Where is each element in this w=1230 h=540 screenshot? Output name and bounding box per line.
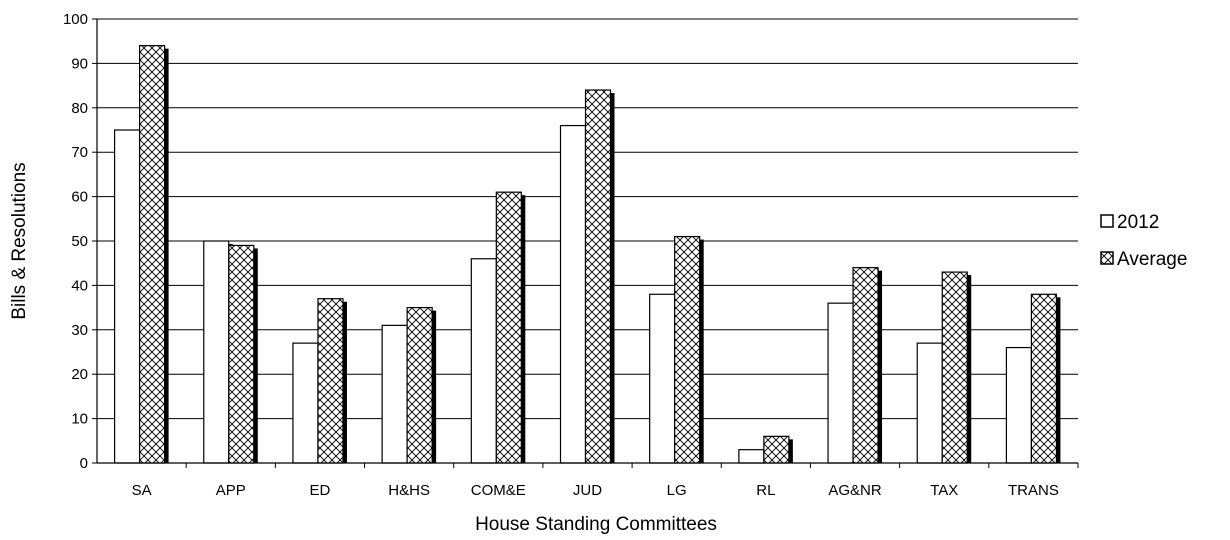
bar-average xyxy=(138,45,166,464)
bar-2012 xyxy=(292,342,319,464)
bar-2012 xyxy=(559,124,587,464)
x-tick-label: H&HS xyxy=(388,482,430,499)
y-tick-label: 100 xyxy=(63,11,88,28)
x-tick-label: LG xyxy=(667,482,687,499)
y-tick-label: 80 xyxy=(71,100,88,117)
bar-average xyxy=(228,244,255,464)
bar-2012 xyxy=(470,258,497,464)
y-tick-label: 60 xyxy=(71,189,88,206)
x-tick-label: AG&NR xyxy=(828,482,882,499)
x-tick-label: TAX xyxy=(930,482,958,499)
y-tick-label: 10 xyxy=(71,411,88,428)
y-tick-label: 70 xyxy=(71,144,88,161)
legend-swatch-2012 xyxy=(1100,214,1114,228)
bar-2012 xyxy=(649,293,676,464)
bar-average xyxy=(406,307,433,464)
x-tick-label: ED xyxy=(310,482,331,499)
y-tick-label: 30 xyxy=(71,322,88,339)
y-tick-label: 90 xyxy=(71,55,88,72)
bar-average xyxy=(763,435,790,464)
y-tick-label: 20 xyxy=(71,366,88,383)
bars xyxy=(113,45,1061,464)
x-tick-label: APP xyxy=(216,482,246,499)
bar-2012 xyxy=(827,302,854,464)
y-tick-label: 50 xyxy=(71,233,88,250)
x-tick-label: RL xyxy=(756,482,775,499)
x-tick-label: JUD xyxy=(573,482,602,499)
x-tick-label: SA xyxy=(132,482,152,499)
bar-average xyxy=(941,271,968,464)
bar-average xyxy=(852,267,879,464)
y-tick-label: 40 xyxy=(71,277,88,294)
bar-2012 xyxy=(916,342,943,464)
bar-2012 xyxy=(203,240,230,464)
bar-2012 xyxy=(738,449,765,464)
legend-swatch-average xyxy=(1100,251,1114,265)
y-axis-title: Bills & Resolutions xyxy=(9,162,30,319)
x-tick-label: COM&E xyxy=(471,482,526,499)
legend: 2012 Average xyxy=(1100,212,1187,270)
x-tick-labels: SA APP ED H&HS COM&E JUD LG RL AG&NR TAX TRANS xyxy=(132,482,1059,499)
bar-2012 xyxy=(381,324,408,464)
bar-average xyxy=(584,89,612,464)
bar-average xyxy=(674,235,701,464)
axes xyxy=(96,19,1079,468)
legend-label-2012: 2012 xyxy=(1117,212,1159,233)
x-tick-label: TRANS xyxy=(1008,482,1059,499)
bar-average xyxy=(495,191,522,464)
bar-average xyxy=(317,298,344,464)
legend-label-average: Average xyxy=(1117,249,1187,270)
y-tick-label: 0 xyxy=(80,455,88,472)
bar-average xyxy=(1030,293,1058,464)
bar-2012 xyxy=(1005,346,1033,464)
y-tick-labels: 0 10 20 30 40 50 60 70 80 90 100 xyxy=(63,11,88,472)
x-axis-title: House Standing Committees xyxy=(475,514,717,535)
bar-2012 xyxy=(113,129,141,464)
